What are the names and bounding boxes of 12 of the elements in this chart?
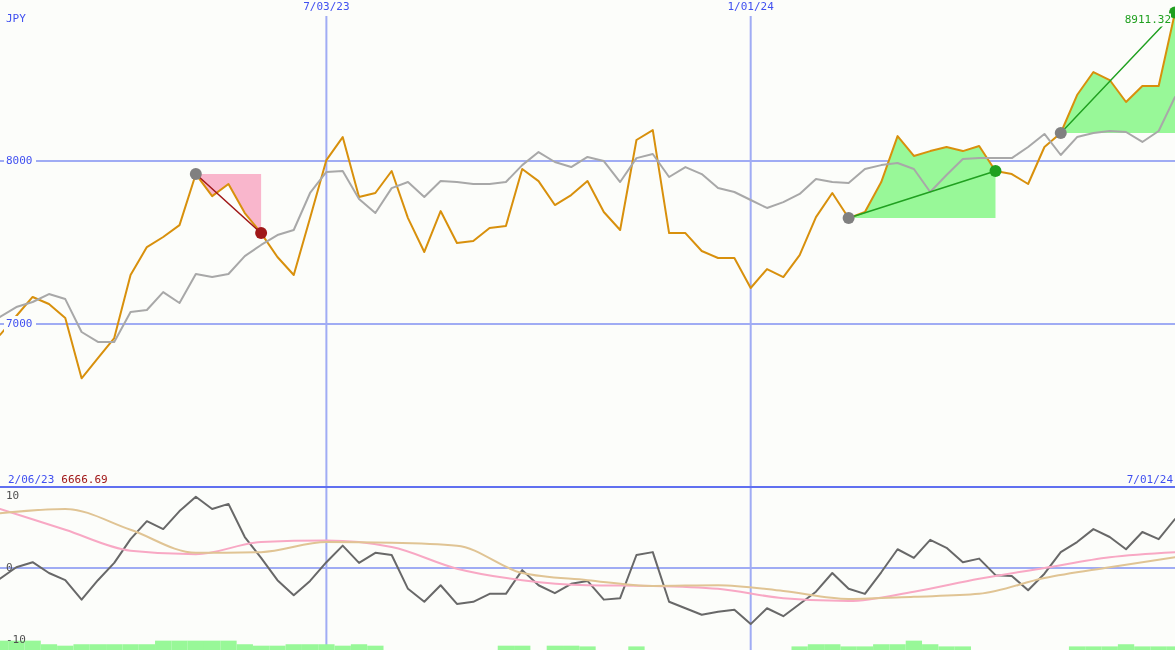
y-tick-label: 8000 — [6, 154, 33, 168]
annotation: 2/06/23 — [8, 473, 55, 486]
annotation: 7/01/24 — [1126, 473, 1174, 486]
y-tick-label: -10 — [6, 632, 26, 646]
y-tick-label: 7000 — [6, 317, 33, 331]
y-axis-title: JPY — [6, 12, 27, 25]
y-tick-label: 0 — [6, 560, 13, 574]
x-tick-label: 1/01/24 — [727, 0, 775, 13]
annotation: 8911.32 — [1124, 13, 1171, 27]
annotation: 6666.69 — [61, 473, 108, 486]
y-tick-label: 10 — [6, 489, 20, 502]
x-tick-label: 7/03/23 — [303, 0, 350, 13]
